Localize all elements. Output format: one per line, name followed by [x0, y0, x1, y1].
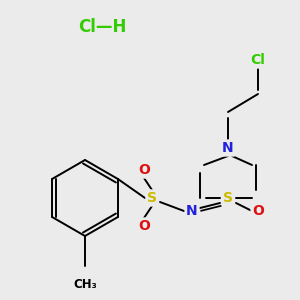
Text: N: N	[186, 204, 198, 218]
Text: S: S	[147, 191, 157, 205]
Text: N: N	[222, 141, 234, 155]
Text: O: O	[138, 219, 150, 233]
Text: S: S	[223, 191, 233, 205]
Text: Cl: Cl	[250, 53, 266, 67]
Text: O: O	[252, 204, 264, 218]
Text: CH₃: CH₃	[73, 278, 97, 291]
Text: O: O	[138, 163, 150, 177]
Text: Cl—H: Cl—H	[78, 18, 126, 36]
